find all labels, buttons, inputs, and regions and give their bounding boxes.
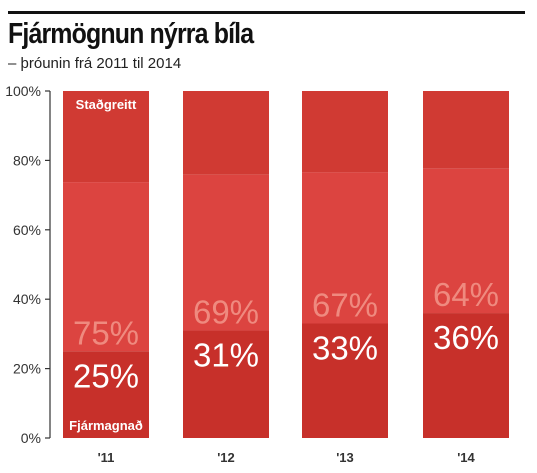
chart-subtitle: – þróunin frá 2011 til 2014 [8,55,182,72]
x-category-label: '13 [336,450,354,465]
data-label-stadgreitt: 67% [312,286,378,323]
y-tick-label: 20% [13,361,41,377]
y-tick-label: 0% [21,430,41,446]
data-label-stadgreitt: 69% [193,293,259,330]
bar-segment-stadgreitt [63,91,149,183]
bar-segment-stadgreitt [183,174,269,331]
y-axis: 0% 20% 40% 60% 80% 100% [5,83,51,446]
y-tick-label: 100% [5,83,41,99]
y-tick-label: 60% [13,222,41,238]
bar-segment-fjarmagnad [183,330,269,438]
data-label-stadgreitt: 75% [73,314,139,351]
x-category-label: '11 [98,450,115,465]
bar-segment-stadgreitt [63,182,149,352]
series-label-stadgreitt: Staðgreitt [76,97,137,112]
data-label-fjarmagnad: 25% [73,357,139,394]
y-tick-label: 40% [13,291,41,307]
bar-segment-fjarmagnad [423,313,509,438]
bar-segment-stadgreitt [183,91,269,175]
data-label-stadgreitt: 64% [433,276,499,313]
x-category-label: '12 [217,450,235,465]
bar-segment-stadgreitt [302,91,388,173]
bar-segment-fjarmagnad [63,351,149,438]
labels-layer: 75% 25% '11 69% 31% '12 67% 33% '13 64% 36% '14 Stað… [69,97,499,465]
bar-segment-fjarmagnad [302,323,388,438]
bars-layer [63,91,509,438]
chart-title: Fjármögnun nýrra bíla [8,18,254,50]
top-rule [8,11,525,14]
data-label-fjarmagnad: 31% [193,336,259,373]
series-label-fjarmagnad: Fjármagnað [69,418,143,433]
bar-segment-stadgreitt [423,91,509,169]
x-category-label: '14 [457,450,475,465]
y-tick-label: 80% [13,152,41,168]
bar-segment-stadgreitt [423,168,509,314]
data-label-fjarmagnad: 36% [433,319,499,356]
data-label-fjarmagnad: 33% [312,329,378,366]
bar-segment-stadgreitt [302,172,388,324]
